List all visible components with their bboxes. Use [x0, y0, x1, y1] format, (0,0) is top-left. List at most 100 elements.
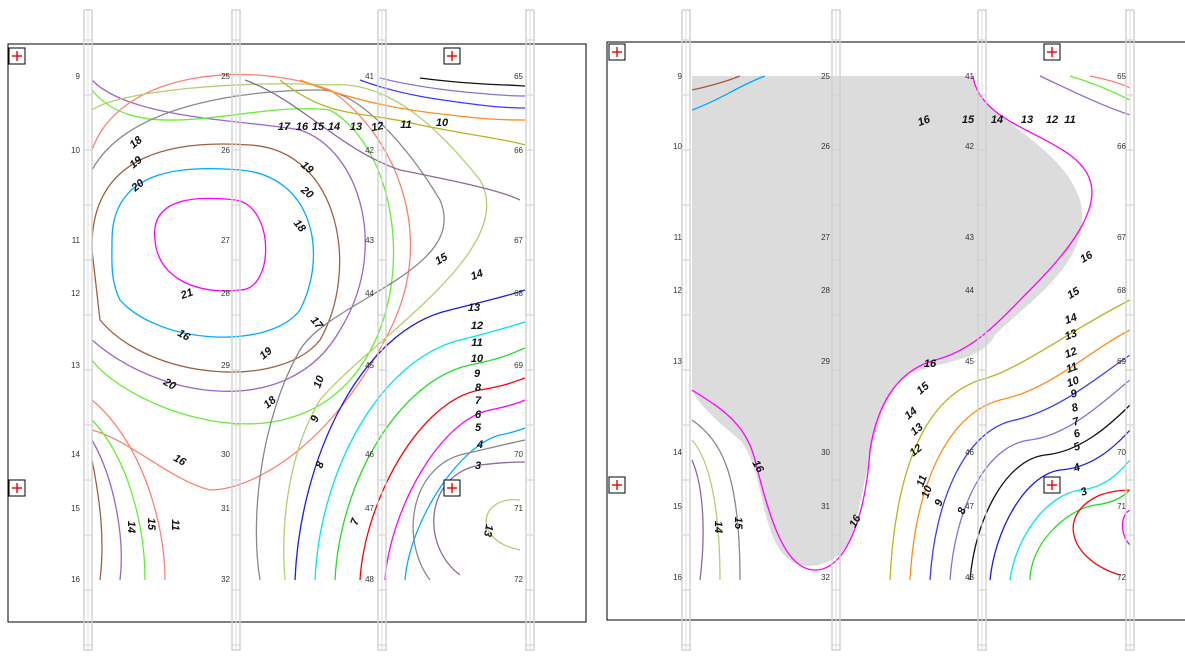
point-label: 28	[821, 286, 830, 295]
point-label: 71	[514, 504, 523, 513]
contour-label: 12	[1063, 345, 1079, 360]
point-label: 12	[71, 289, 80, 298]
contour-label: 6	[475, 409, 482, 421]
contour-label: 15	[732, 517, 744, 530]
contour-line	[379, 77, 526, 97]
contour-line	[949, 379, 1131, 581]
point-label: 72	[514, 575, 523, 584]
contour-line	[1009, 459, 1131, 581]
point-label: 66	[514, 146, 523, 155]
contour-line	[929, 354, 1131, 581]
point-label: 41	[365, 72, 374, 81]
contour-label: 4	[476, 439, 483, 451]
point-label: 11	[674, 233, 683, 242]
contour-line	[691, 75, 741, 91]
contour-line	[91, 73, 412, 491]
plot-frame	[7, 43, 587, 623]
contour-line	[485, 499, 521, 551]
point-label: 68	[514, 289, 523, 298]
contour-label: 6	[1072, 427, 1083, 441]
point-label: 67	[1117, 233, 1126, 242]
contour-label: 16	[916, 113, 932, 129]
contour-line	[154, 197, 267, 292]
point-label: 43	[365, 236, 374, 245]
point-label: 70	[1117, 448, 1126, 457]
contour-label: 9	[308, 413, 322, 424]
contour-label: 7	[348, 516, 362, 527]
point-label: 26	[821, 142, 830, 151]
contour-line	[91, 143, 341, 373]
contour-line	[91, 439, 122, 581]
contour-line	[889, 299, 1131, 581]
point-label: 66	[1117, 142, 1126, 151]
contour-line	[334, 347, 526, 581]
contour-line	[412, 439, 526, 581]
point-label: 11	[72, 236, 81, 245]
contour-label: 15	[962, 114, 975, 126]
contour-label: 16	[296, 121, 309, 133]
point-label: 68	[1117, 286, 1126, 295]
contour-label: 16	[924, 358, 937, 370]
contour-label: 4	[1071, 461, 1082, 475]
contour-line	[1072, 489, 1131, 576]
point-label: 28	[221, 289, 230, 298]
point-label: 47	[365, 504, 374, 513]
contour-line	[359, 79, 526, 109]
point-label: 69	[1117, 357, 1126, 366]
contour-label: 15	[145, 518, 157, 531]
contour-label: 12	[1046, 114, 1058, 126]
contour-label: 10	[436, 117, 449, 129]
point-label: 44	[965, 286, 974, 295]
contour-plot-right-svg: 9101112131415162526272829303132414243444…	[606, 9, 1185, 651]
contour-plot-right: 9 10 11 12 13 14 15 16 25 26 27 28 29 30 31 32 41 42 43 44 4…	[600, 0, 1185, 656]
contour-line	[691, 75, 1093, 571]
point-label: 48	[965, 573, 974, 582]
contour-label: 15	[312, 121, 325, 133]
contour-label: 3	[1079, 485, 1089, 498]
contour-line	[91, 79, 366, 392]
contour-line	[294, 289, 526, 581]
contour-label: 8	[313, 459, 327, 470]
contour-label: 8	[475, 382, 482, 394]
point-label: 48	[365, 575, 374, 584]
contour-line	[1039, 75, 1131, 116]
point-label: 31	[821, 502, 830, 511]
contour-label: 11	[1065, 361, 1080, 376]
point-label: 29	[221, 361, 230, 370]
point-label: 44	[365, 289, 374, 298]
contour-label: 12	[370, 120, 384, 134]
point-label: 47	[965, 502, 974, 511]
contour-label: 3	[475, 460, 481, 472]
contour-label: 21	[178, 286, 195, 302]
contour-line	[91, 419, 146, 581]
contour-line	[91, 459, 103, 581]
contour-line	[91, 399, 166, 581]
point-label: 14	[673, 448, 682, 457]
point-label: 65	[514, 72, 523, 81]
point-label: 15	[673, 502, 682, 511]
point-label: 46	[365, 450, 374, 459]
contour-label: 10	[919, 483, 935, 499]
contour-line	[909, 329, 1131, 581]
contour-label: 10	[1065, 374, 1081, 390]
point-label: 25	[821, 72, 830, 81]
contour-label: 9	[932, 497, 946, 508]
point-label: 13	[71, 361, 80, 370]
masked-region	[692, 76, 1083, 566]
point-label: 16	[71, 575, 80, 584]
contour-label: 11	[169, 519, 181, 530]
contour-label: 5	[1072, 440, 1083, 454]
contour-plot-left-svg: 9101112131415162526272829303132414243444…	[7, 9, 587, 651]
contour-line	[91, 89, 395, 425]
contour-label: 17	[278, 121, 291, 133]
point-label: 67	[514, 236, 523, 245]
contour-line	[299, 79, 526, 121]
point-label: 65	[1117, 72, 1126, 81]
point-label: 72	[1117, 573, 1126, 582]
point-label: 46	[965, 448, 974, 457]
contour-line	[359, 377, 526, 581]
contour-label: 10	[311, 373, 327, 389]
contour-label: 13	[1021, 114, 1033, 126]
point-label: 41	[965, 72, 974, 81]
contour-label: 13	[350, 121, 362, 133]
